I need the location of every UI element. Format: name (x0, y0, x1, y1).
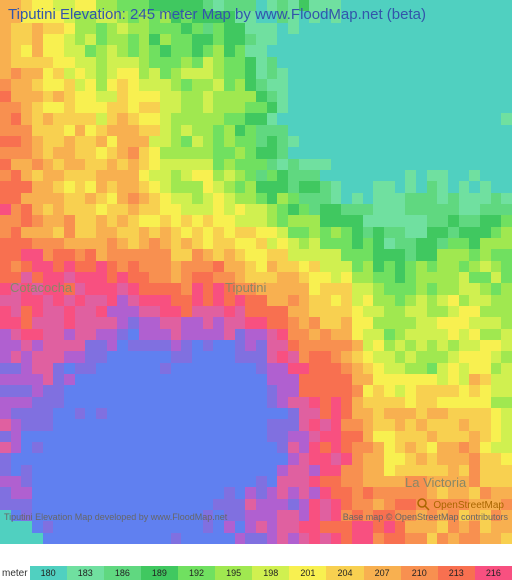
legend-segment: 207 (364, 566, 401, 580)
legend-tick: 189 (152, 568, 167, 578)
legend-tick: 210 (412, 568, 427, 578)
osm-text: OpenStreetMap (433, 500, 504, 511)
legend-segment: 186 (104, 566, 141, 580)
legend-tick: 204 (337, 568, 352, 578)
legend-segment: 183 (67, 566, 104, 580)
legend-bar: 180 183 186 189 192 195 198 201 204 207 210 213 216 (30, 566, 512, 580)
heatmap-grid (0, 0, 512, 544)
footer-attribution-left: Tiputini Elevation Map developed by www.… (4, 512, 227, 522)
map-title: Tiputini Elevation: 245 meter Map by www… (8, 6, 426, 23)
legend-segment: 204 (326, 566, 363, 580)
color-legend: meter 180 183 186 189 192 195 198 201 204 207 210 2… (0, 564, 512, 582)
legend-tick: 186 (115, 568, 130, 578)
legend-tick: 216 (486, 568, 501, 578)
legend-tick: 213 (449, 568, 464, 578)
elevation-map: Tiputini Elevation: 245 meter Map by www… (0, 0, 512, 544)
legend-tick: 183 (78, 568, 93, 578)
legend-unit: meter (0, 568, 30, 579)
place-label: Cotacocha (10, 280, 72, 295)
legend-tick: 201 (300, 568, 315, 578)
legend-segment: 210 (401, 566, 438, 580)
legend-segment: 198 (252, 566, 289, 580)
legend-segment: 195 (215, 566, 252, 580)
osm-logo: OpenStreetMap (417, 498, 504, 512)
legend-tick: 192 (189, 568, 204, 578)
place-label: La Victoria (405, 475, 466, 490)
legend-segment: 201 (289, 566, 326, 580)
legend-tick: 207 (375, 568, 390, 578)
place-label: Tiputini (225, 280, 266, 295)
legend-tick: 198 (263, 568, 278, 578)
magnifier-icon (417, 498, 431, 512)
legend-segment: 216 (475, 566, 512, 580)
legend-segment: 180 (30, 566, 67, 580)
legend-tick: 195 (226, 568, 241, 578)
legend-segment: 189 (141, 566, 178, 580)
legend-segment: 192 (178, 566, 215, 580)
legend-segment: 213 (438, 566, 475, 580)
footer-attribution-right: Base map © OpenStreetMap contributors (343, 512, 508, 522)
legend-tick: 180 (41, 568, 56, 578)
